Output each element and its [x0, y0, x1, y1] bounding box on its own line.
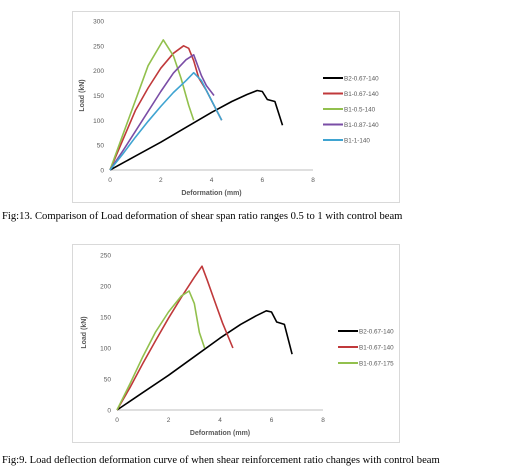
chart-13-frame: 0 50 100 150 200 250 300 0 2 4 6 8 Deformation (mm) L… — [72, 11, 400, 203]
chart9-y-tick-label: 150 — [100, 315, 111, 322]
chart13-x-tick-label: 4 — [210, 177, 214, 184]
chart13-legend-label: B1-0.87-140 — [344, 122, 379, 129]
chart13-legend-label: B1-1-140 — [344, 137, 370, 144]
chart13-legend-label: B1-0.5-140 — [344, 106, 376, 113]
chart13-x-tick-label: 6 — [260, 177, 264, 184]
chart9-series-line — [116, 290, 206, 411]
chart-13: 0 50 100 150 200 250 300 0 2 4 6 8 Deformation (mm) L… — [79, 19, 379, 198]
chart9-y-tick-label: 200 — [100, 284, 111, 291]
chart9-x-tick-label: 2 — [167, 417, 171, 424]
chart9-x-tick-label: 0 — [115, 417, 119, 424]
chart9-y-tick-label: 50 — [104, 377, 112, 384]
chart13-x-tick-label: 8 — [311, 177, 315, 184]
chart13-x-tick-label: 2 — [159, 177, 163, 184]
chart-9-frame: 0 50 100 150 200 250 0 2 4 6 8 Deformation (mm) Load… — [72, 244, 400, 443]
chart13-y-tick-label: 300 — [93, 19, 104, 26]
chart13-y-tick-label: 0 — [100, 168, 104, 175]
figure-9-caption: Fig:9. Load deflection deformation curve… — [2, 455, 440, 466]
chart13-legend-label: B1-0.67-140 — [344, 91, 379, 98]
chart13-x-tick-label: 0 — [108, 177, 112, 184]
chart13-series-line — [109, 89, 284, 171]
chart13-y-tick-label: 200 — [93, 68, 104, 75]
chart13-y-tick-label: 250 — [93, 43, 104, 50]
chart9-legend-label: B1-0.67-175 — [359, 360, 394, 367]
chart13-series-line — [109, 53, 215, 171]
figure-13-caption: Fig:13. Comparison of Load deformation o… — [2, 211, 403, 222]
chart9-y-tick-label: 250 — [100, 253, 111, 260]
chart9-y-tick-label: 0 — [107, 408, 111, 415]
chart9-x-axis-title: Deformation (mm) — [190, 430, 250, 437]
chart13-series-line — [109, 71, 223, 171]
chart13-x-axis-title: Deformation (mm) — [181, 190, 241, 197]
chart13-series-line — [109, 44, 223, 171]
chart9-series-line — [116, 265, 234, 411]
chart13-y-axis-title: Load (kN) — [79, 79, 86, 111]
chart13-series-line — [109, 39, 195, 171]
chart9-x-tick-label: 6 — [270, 417, 274, 424]
chart13-legend-label: B2-0.67-140 — [344, 75, 379, 82]
chart13-y-tick-label: 150 — [93, 93, 104, 100]
chart9-y-tick-label: 100 — [100, 346, 111, 353]
chart13-y-tick-label: 50 — [97, 143, 105, 150]
chart9-series-line — [116, 310, 293, 411]
chart-9: 0 50 100 150 200 250 0 2 4 6 8 Deformation (mm) Load… — [81, 253, 394, 438]
chart9-legend-label: B2-0.67-140 — [359, 328, 394, 335]
chart9-x-tick-label: 8 — [321, 417, 325, 424]
chart13-y-tick-label: 100 — [93, 118, 104, 125]
chart9-legend-label: B1-0.67-140 — [359, 344, 394, 351]
chart9-y-axis-title: Load (kN) — [81, 316, 88, 348]
chart9-x-tick-label: 4 — [218, 417, 222, 424]
